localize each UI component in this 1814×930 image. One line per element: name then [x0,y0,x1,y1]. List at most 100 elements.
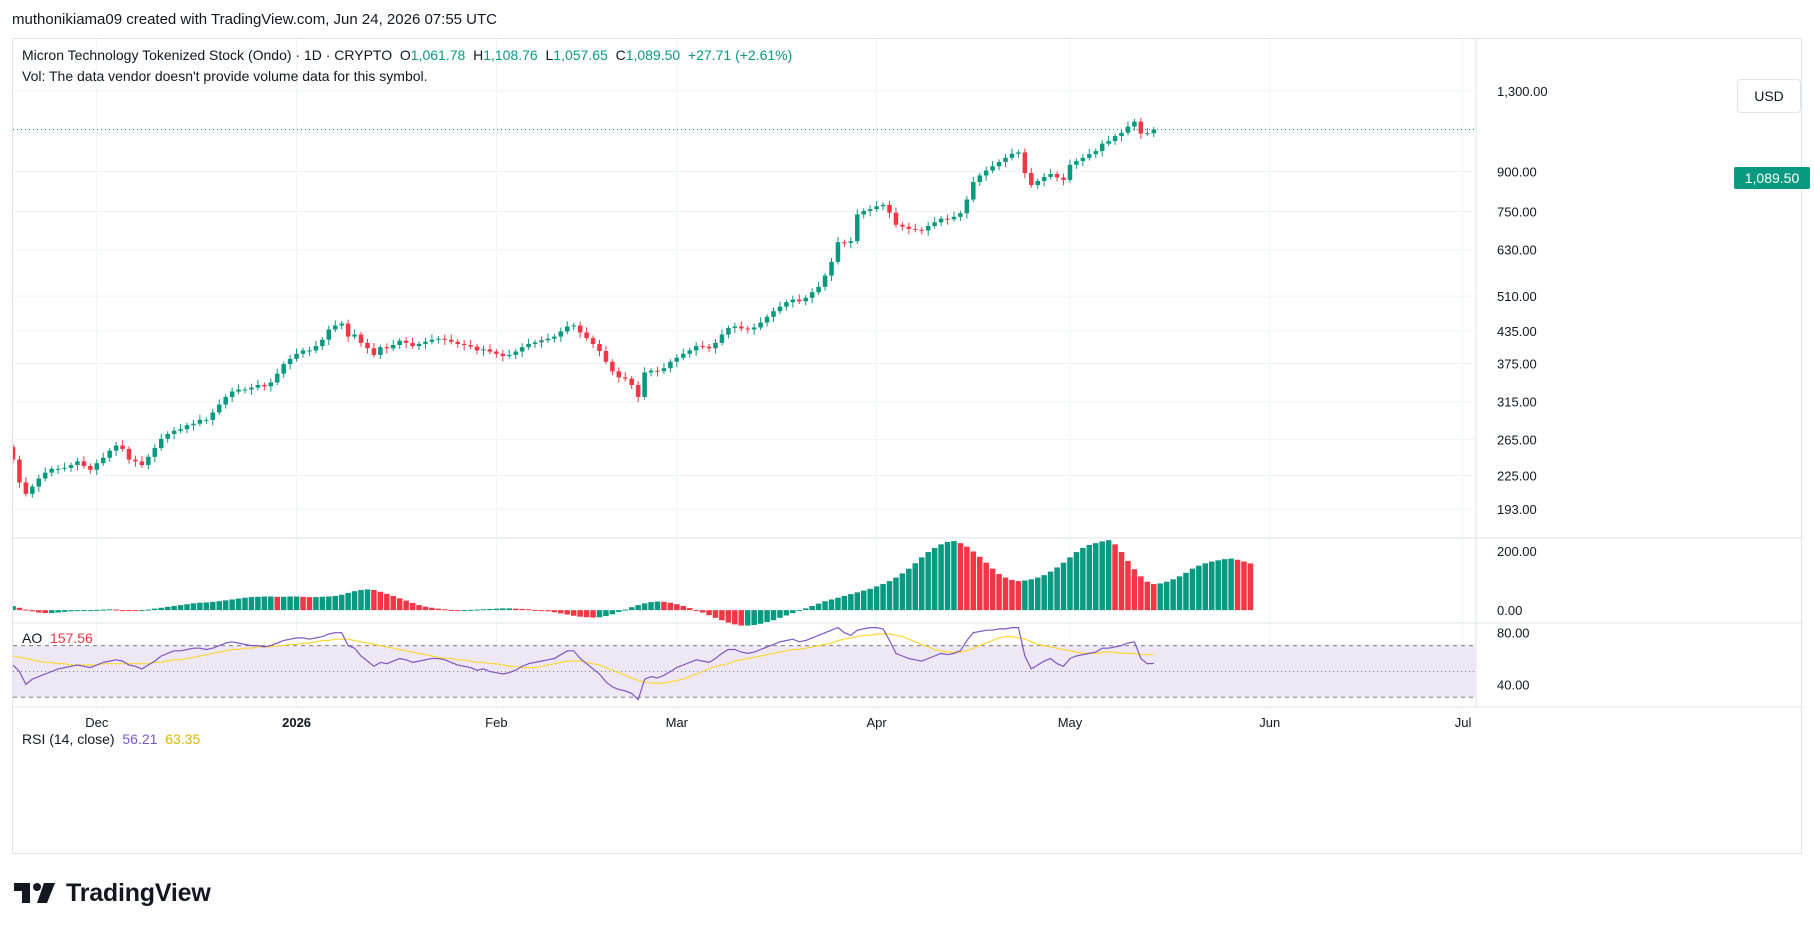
rsi-axis-tick-label: 80.00 [1497,626,1530,641]
candle-body [165,433,170,439]
ao-bar [1067,557,1073,611]
ao-bar [1170,579,1176,611]
candle-body [539,340,544,343]
ao-bar [906,568,912,611]
candle-body [829,261,834,276]
ao-bar [190,603,197,611]
last-price-label: 1,089.50 [1734,167,1810,189]
candle-body [358,334,364,343]
candle-body [229,391,235,397]
candle-body [835,242,841,262]
candle-body [552,336,557,339]
candle-body [113,445,119,451]
candle-body [494,351,499,354]
ao-bar [519,608,525,611]
candle-body [487,349,493,352]
ao-bar [641,603,648,611]
candle-body [719,334,725,343]
ao-bar [583,610,590,618]
ao-bar [1060,562,1067,611]
candle-body [558,331,564,337]
ao-bar [648,602,654,611]
candle-body [436,338,441,340]
candle-body [1022,152,1028,173]
candle-body [635,385,641,397]
ao-bar [36,610,42,613]
ao-bar [287,596,293,611]
ao-bar [13,605,16,611]
ao-bar [1183,572,1189,611]
candle-body [1099,143,1105,152]
candle-body [378,347,383,355]
ao-bar [442,609,448,611]
ao-bar [229,599,235,611]
candle-body [771,311,776,317]
price-axis-tick-label: 225.00 [1497,469,1537,484]
ao-bar [725,610,732,623]
price-axis-tick-label: 375.00 [1497,357,1537,372]
ao-bar [835,597,841,611]
ao-bar [326,596,332,611]
brand-logo[interactable]: TradingView [14,878,211,908]
currency-button[interactable]: USD [1737,79,1801,113]
candle-body [500,353,506,357]
ao-bar [384,593,390,611]
ao-value: 157.56 [50,630,93,646]
candle-body [1054,173,1060,178]
candle-body [1138,121,1144,134]
open-value: 1,061.78 [410,47,466,63]
candle-body [797,299,802,302]
ao-bar [751,610,757,625]
candle-body [971,182,976,200]
ao-bar [358,589,364,611]
ao-bar [480,609,487,611]
ao-bar [158,607,164,611]
ao-bar [280,596,287,611]
ao-bar [841,595,848,611]
ao-bar [448,609,455,611]
ao-bar [757,610,764,624]
ao-bar [918,557,925,611]
price-axis-tick-label: 315.00 [1497,395,1537,410]
ao-bar [1202,563,1209,611]
legend-line-1: Micron Technology Tokenized Stock (Ondo)… [22,45,792,66]
candle-body [332,325,338,330]
ao-bar [545,610,551,612]
ao-bar [1209,561,1215,611]
ao-bar [377,591,384,611]
candle-body [565,326,570,332]
rsi-ma-value: 63.35 [165,731,201,747]
rsi-axis-tick-label: 40.00 [1497,677,1530,692]
candle-body [184,425,190,430]
price-axis-tick-label: 193.00 [1497,502,1537,517]
ao-bar [313,597,319,611]
ao-bar [396,598,403,611]
candle-body [990,166,995,171]
candle-body [693,346,699,351]
high-value: 1,108.76 [483,47,538,63]
ao-bar [81,610,87,612]
ao-bar [609,610,616,615]
candle-body [152,448,158,457]
ao-name[interactable]: AO [22,630,43,646]
candle-body [120,445,125,449]
ao-bar [1034,577,1041,611]
rsi-name[interactable]: RSI (14, close) [22,731,115,747]
high-label: H [473,47,484,63]
candle-body [1151,129,1157,134]
time-axis-tick-label: May [1058,715,1083,730]
ao-bar [222,600,229,611]
candle-body [507,354,512,357]
ao-bar [783,610,790,616]
ao-bar [532,609,538,611]
symbol-title[interactable]: Micron Technology Tokenized Stock (Ondo)… [22,47,393,63]
candle-body [513,351,518,355]
candle-body [861,210,866,215]
ao-bar [242,597,248,611]
candle-body [945,218,950,220]
candle-body [139,461,145,466]
candle-body [996,161,1002,167]
chart-canvas[interactable]: 193.00 225.00 265.00 315.00 375.00 435.00 510.… [13,39,1803,855]
candle-body [107,450,112,458]
ao-bar [235,598,242,611]
